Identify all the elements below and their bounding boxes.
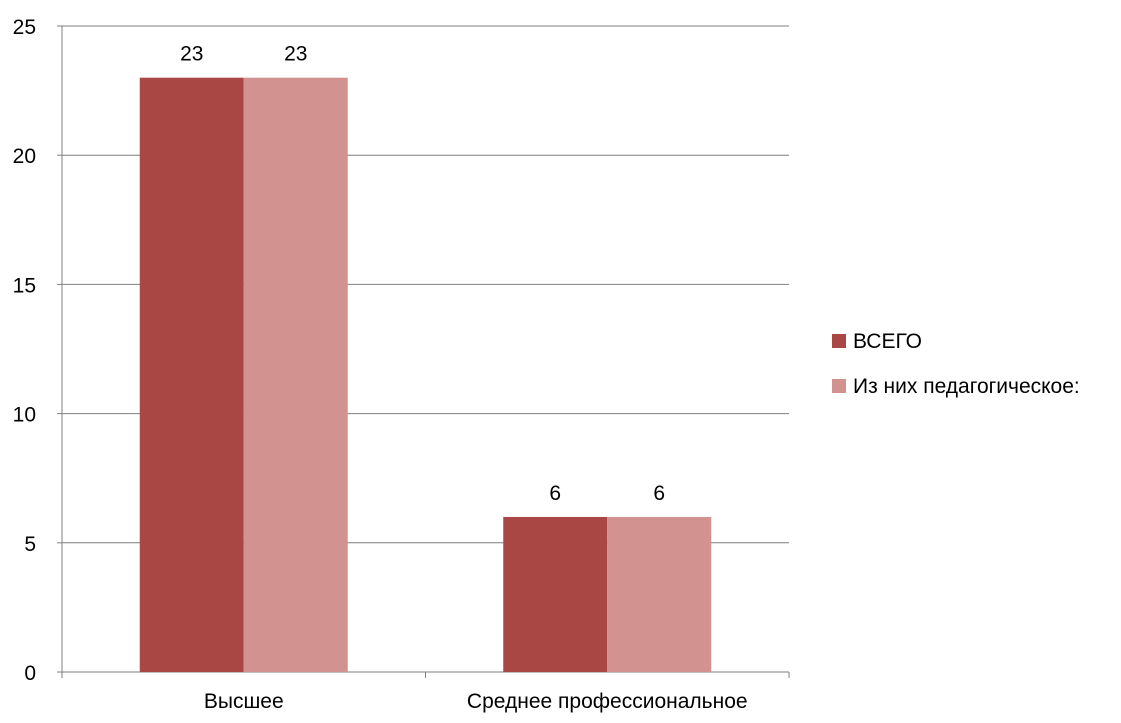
legend-label: ВСЕГО	[853, 330, 922, 353]
data-label: 23	[180, 43, 203, 66]
legend-item: Из них педагогическое:	[832, 375, 1080, 398]
y-tick-label: 20	[13, 145, 36, 168]
data-label: 6	[549, 482, 561, 505]
legend-swatch	[832, 334, 846, 348]
y-tick-label: 10	[13, 404, 36, 427]
data-label: 6	[653, 482, 665, 505]
y-tick-label: 0	[24, 662, 36, 685]
bar-total-higher	[139, 77, 244, 673]
bar-pedagogical-secondary	[607, 516, 712, 672]
x-tick-label: Среднее профессиональное	[467, 690, 748, 713]
bars	[139, 77, 712, 673]
data-labels: 23 23 6 6	[180, 43, 665, 505]
legend: ВСЕГО Из них педагогическое:	[832, 330, 1080, 398]
bar-pedagogical-higher	[243, 77, 348, 673]
y-tick-label: 15	[13, 274, 36, 297]
axes: 0 5 10 15 20 25 Высшее Среднее профессиональное	[13, 16, 790, 713]
data-label: 23	[284, 43, 307, 66]
legend-label: Из них педагогическое:	[853, 375, 1080, 398]
y-tick-label: 5	[24, 533, 36, 556]
bar-total-secondary	[503, 516, 608, 672]
x-tick-label: Высшее	[204, 690, 284, 713]
legend-item: ВСЕГО	[832, 330, 922, 353]
y-tick-label: 25	[13, 16, 36, 39]
legend-swatch	[832, 379, 846, 393]
